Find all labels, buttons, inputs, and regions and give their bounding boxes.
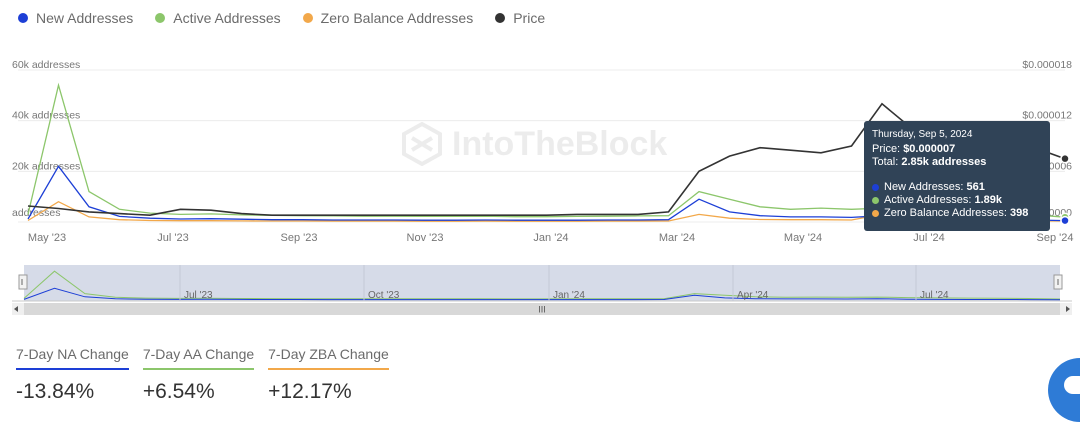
scroll-right-arrow-icon[interactable] bbox=[1066, 306, 1070, 312]
intotheblock-logo-icon bbox=[402, 122, 442, 166]
tooltip-new-value: 561 bbox=[966, 181, 985, 193]
tooltip-dot-new bbox=[872, 184, 879, 191]
stat-na-value: -13.84% bbox=[16, 380, 95, 403]
chart-legend: New Addresses Active Addresses Zero Bala… bbox=[18, 10, 567, 26]
tooltip-row-zero: Zero Balance Addresses: 398 bbox=[872, 207, 1042, 220]
tooltip-row-new: New Addresses: 561 bbox=[872, 181, 1042, 194]
tooltip-price: Price: $0.000007 bbox=[872, 143, 1042, 156]
tooltip-zero-value: 398 bbox=[1009, 207, 1029, 219]
stat-na-change: 7-Day NA Change -13.84% bbox=[16, 346, 129, 404]
x-tick-label: Mar '24 bbox=[659, 232, 695, 244]
x-tick-label: Sep '23 bbox=[281, 232, 318, 244]
tooltip-active-label: Active Addresses: bbox=[884, 194, 972, 206]
legend-label-active-addresses: Active Addresses bbox=[173, 10, 281, 26]
y-left-tick-label: 40k addresses bbox=[12, 110, 80, 122]
stat-na-label: 7-Day NA Change bbox=[16, 346, 129, 370]
stat-aa-label: 7-Day AA Change bbox=[142, 346, 255, 370]
navigator-tick-label: Jul '24 bbox=[920, 290, 949, 301]
series-end-marker-price bbox=[1060, 153, 1070, 164]
tooltip-new-label: New Addresses: bbox=[884, 181, 964, 193]
navigator-tick-label: Oct '23 bbox=[368, 290, 400, 301]
stat-aa-value: +6.54% bbox=[142, 380, 215, 403]
y-left-tick-label: 60k addresses bbox=[12, 59, 80, 71]
tooltip-total: Total: 2.85k addresses bbox=[872, 156, 1042, 169]
x-tick-label: Nov '23 bbox=[407, 232, 444, 244]
legend-label-zero-balance: Zero Balance Addresses bbox=[320, 10, 474, 26]
y-left-tick-label: 20k addresses bbox=[12, 160, 80, 172]
y-right-tick-label: $0.000012 bbox=[1022, 110, 1072, 122]
navigator-left-handle[interactable] bbox=[18, 274, 28, 290]
tooltip-price-value: $0.000007 bbox=[903, 143, 956, 155]
legend-label-new-addresses: New Addresses bbox=[36, 10, 134, 26]
series-line-price[interactable] bbox=[27, 102, 1066, 217]
legend-item-zero-balance-addresses[interactable]: Zero Balance Addresses bbox=[302, 10, 474, 26]
tooltip-dot-zero bbox=[872, 210, 879, 217]
tooltip-total-label: Total: bbox=[872, 156, 899, 168]
stat-aa-change: 7-Day AA Change +6.54% bbox=[142, 346, 255, 404]
tooltip-total-value: 2.85k addresses bbox=[901, 156, 987, 168]
stats-row: 7-Day NA Change -13.84% 7-Day AA Change … bbox=[16, 346, 403, 404]
navigator-scrollbar-thumb[interactable] bbox=[24, 303, 1060, 315]
series-end-marker-new-addresses bbox=[1060, 215, 1070, 226]
x-tick-label: May '23 bbox=[28, 232, 66, 244]
x-tick-label: Jan '24 bbox=[533, 232, 568, 244]
legend-item-active-addresses[interactable]: Active Addresses bbox=[155, 10, 281, 26]
legend-label-price: Price bbox=[513, 10, 546, 26]
tooltip-date: Thursday, Sep 5, 2024 bbox=[872, 129, 973, 140]
legend-dot-active-addresses bbox=[155, 13, 166, 23]
legend-dot-new-addresses bbox=[18, 13, 28, 23]
navigator-scroll-grip: III bbox=[538, 305, 546, 315]
stat-zba-value: +12.17% bbox=[268, 380, 352, 403]
y-right-tick-label: $0.000018 bbox=[1022, 59, 1072, 71]
main-chart[interactable]: 60k addresses 40k addresses 20k addresses a… bbox=[0, 0, 1080, 250]
navigator-tick-label: Apr '24 bbox=[737, 290, 769, 301]
y-left-tick-label: addresses bbox=[12, 207, 60, 219]
x-tick-label: Jul '24 bbox=[913, 232, 944, 244]
watermark-logo: IntoTheBlock bbox=[400, 122, 667, 166]
scroll-left-arrow-icon[interactable] bbox=[14, 306, 18, 312]
tooltip-active-value: 1.89k bbox=[974, 194, 1003, 206]
x-tick-label: May '24 bbox=[784, 232, 822, 244]
x-tick-label: Jul '23 bbox=[157, 232, 188, 244]
legend-dot-price bbox=[495, 13, 506, 23]
stat-zba-label: 7-Day ZBA Change bbox=[268, 346, 389, 370]
range-navigator[interactable]: Jul '23 Oct '23 Jan '24 Apr '24 Jul '24 III bbox=[12, 265, 1072, 315]
legend-dot-zero-balance bbox=[302, 13, 313, 23]
legend-item-new-addresses[interactable]: New Addresses bbox=[18, 10, 133, 26]
tooltip-zero-label: Zero Balance Addresses: bbox=[884, 207, 1007, 219]
watermark-text: IntoTheBlock bbox=[452, 124, 668, 163]
tooltip-price-label: Price: bbox=[872, 143, 901, 155]
navigator-selected-range[interactable] bbox=[24, 265, 1060, 301]
tooltip-row-active: Active Addresses: 1.89k bbox=[872, 194, 1042, 207]
legend-item-price[interactable]: Price bbox=[495, 10, 545, 26]
navigator-line-active-addresses bbox=[23, 270, 1061, 300]
navigator-tick-label: Jul '23 bbox=[184, 290, 213, 301]
chart-tooltip: Thursday, Sep 5, 2024 Price: $0.000007 T… bbox=[864, 121, 1050, 231]
navigator-line-new-addresses bbox=[23, 287, 1061, 301]
tooltip-dot-active bbox=[872, 197, 879, 204]
chat-icon bbox=[1064, 376, 1080, 394]
stat-zba-change: 7-Day ZBA Change +12.17% bbox=[268, 346, 389, 404]
chat-support-button[interactable] bbox=[1048, 358, 1080, 422]
navigator-tick-label: Jan '24 bbox=[553, 290, 585, 301]
x-tick-label: Sep '24 bbox=[1037, 232, 1074, 244]
